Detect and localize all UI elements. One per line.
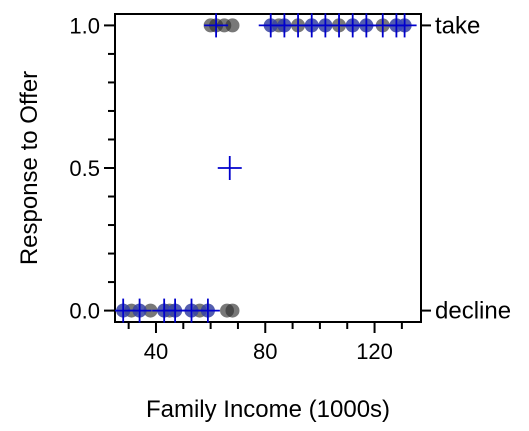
x-tick-label: 120 <box>356 339 393 364</box>
y-tick-label: 1.0 <box>69 13 100 38</box>
chart-marks <box>111 13 417 323</box>
plus-marker <box>217 156 242 180</box>
right-axis-label: decline <box>435 298 511 325</box>
plus-marker <box>195 298 220 323</box>
x-tick-label: 40 <box>144 339 168 364</box>
right-axis-label: take <box>435 12 480 39</box>
x-tick-label: 80 <box>253 339 277 364</box>
plus-marker <box>392 13 417 38</box>
x-axis-title: Family Income (1000s) <box>146 396 390 423</box>
y-tick-label: 0.0 <box>69 299 100 324</box>
observed-point <box>225 303 240 318</box>
plot-frame <box>114 13 422 323</box>
axis-labels: 40 80 120 0.0 0.5 1.0 take decline <box>69 12 511 364</box>
plus-marker <box>127 298 152 323</box>
axis-ticks <box>104 24 431 333</box>
plus-marker <box>204 13 229 38</box>
y-tick-label: 0.5 <box>69 156 100 181</box>
y-axis-title: Response to Offer <box>16 71 43 265</box>
observed-point <box>225 18 240 33</box>
